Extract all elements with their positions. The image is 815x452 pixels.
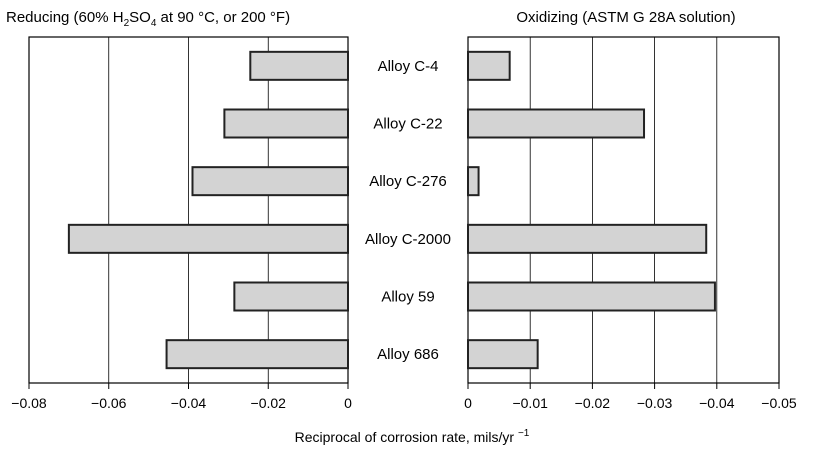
x-tick-label: −0.08 [11,395,47,411]
x-tick-label: −0.01 [512,395,548,411]
bar-alloy-c-22 [467,108,646,139]
x-tick-label: −0.02 [575,395,611,411]
bar-alloy-59 [233,281,349,312]
bar-alloy-c-276 [467,166,480,197]
x-tick-label: −0.04 [171,395,207,411]
bar-alloy-59 [467,281,716,312]
category-label: Alloy C-4 [378,58,439,75]
bar-alloy-c-22 [223,108,349,139]
category-label: Alloy C-276 [369,173,447,190]
bar-alloy-c-2000 [67,223,349,254]
category-label: Alloy 686 [377,346,439,363]
x-tick-label: −0.03 [637,395,673,411]
x-tick-label: −0.06 [91,395,127,411]
bar-alloy-c-276 [191,166,349,197]
x-tick-label: −0.05 [761,395,797,411]
bar-alloy-c-4 [467,50,511,81]
x-tick-label: −0.04 [699,395,735,411]
bar-alloy-686 [165,339,349,370]
category-label: Alloy C-22 [373,116,442,133]
x-tick-label: −0.02 [251,395,287,411]
bar-alloy-686 [467,339,539,370]
bar-alloy-c-4 [249,50,349,81]
right-panel-title: Oxidizing (ASTM G 28A solution) [516,9,735,26]
category-label: Alloy 59 [381,289,434,306]
left-panel-title: Reducing (60% H2SO4 at 90 °C, or 200 °F) [6,9,290,29]
x-tick-label: 0 [464,395,472,411]
x-axis-label: Reciprocal of corrosion rate, mils/yr −1 [295,428,530,445]
x-tick-label: 0 [344,395,352,411]
category-label: Alloy C-2000 [365,231,451,248]
panel-frame [467,36,780,384]
bar-alloy-c-2000 [467,223,708,254]
